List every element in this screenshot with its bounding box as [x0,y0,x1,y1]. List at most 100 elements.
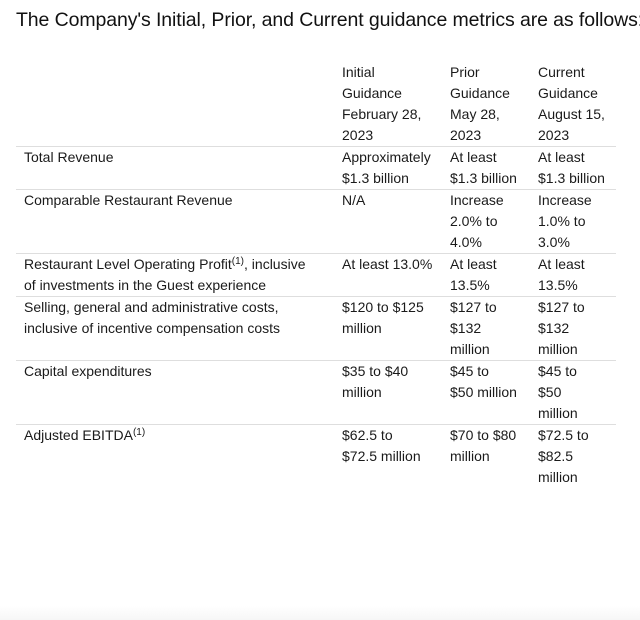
value-text: $127 to [450,299,497,315]
value-text: 13.5% [538,277,578,293]
value-text: $127 to [538,299,585,315]
value-text: $35 to $40 [342,363,409,379]
value-text: At least [538,256,585,272]
metric-text: Restaurant Level Operating Profit(1), in… [24,254,342,275]
value-text: 4.0% [450,234,482,250]
value-text: Increase [538,192,592,208]
value-text: million [538,341,578,357]
metric-text: inclusive of incentive compensation cost… [24,320,281,336]
metric-text: Capital expenditures [24,363,152,379]
value-text: $1.3 billion [450,170,517,186]
value-text: N/A [342,192,366,208]
current-value: At least 13.5% [538,253,616,297]
metric-text-suffix: , inclusive [244,256,306,272]
value-text: 13.5% [450,277,490,293]
value-text: $82.5 [538,448,574,464]
header-text: Guidance [538,85,598,101]
initial-value: N/A [342,189,450,254]
value-text: 2.0% to [450,213,498,229]
initial-value: $35 to $40 million [342,360,450,425]
current-value: $127 to $132 million [538,296,616,361]
table-row-total-revenue: Total Revenue Approximately $1.3 billion… [16,146,616,190]
value-text: million [538,469,578,485]
initial-value: $120 to $125 million [342,296,450,361]
table-row-restaurant-level-operating-profit: Restaurant Level Operating Profit(1), in… [16,253,616,297]
value-text: million [450,448,490,464]
prior-value: Increase 2.0% to 4.0% [450,189,538,254]
metric-text-main: Adjusted EBITDA [24,427,133,443]
metric-label: Selling, general and administrative cost… [16,296,342,361]
metric-label: Total Revenue [16,146,342,190]
value-text: $72.5 to [538,427,589,443]
current-value: $72.5 to $82.5 million [538,425,616,489]
metric-label: Adjusted EBITDA(1) [16,425,342,489]
metric-text: Comparable Restaurant Revenue [24,192,233,208]
bottom-fade [0,606,640,620]
value-text: Increase [450,192,504,208]
header-year: 2023 [450,127,482,143]
value-text: At least [538,149,585,165]
header-date: February 28, [342,106,422,122]
value-text: At least 13.0% [342,256,433,272]
header-text: Initial [342,64,375,80]
header-text: Guidance [450,85,510,101]
footnote-marker: (1) [132,427,146,438]
header-metric-blank [16,62,342,147]
value-text: At least [450,256,497,272]
value-text: 3.0% [538,234,570,250]
header-text: Prior [450,64,480,80]
current-value: Increase 1.0% to 3.0% [538,189,616,254]
metric-label: Capital expenditures [16,360,342,425]
value-text: $50 million [450,384,517,400]
value-text: $45 to [538,363,577,379]
value-text: $72.5 million [342,448,421,464]
footnote-marker: (1) [231,256,245,267]
value-text: $132 [450,320,482,336]
value-text: At least [450,149,497,165]
initial-value: At least 13.0% [342,253,450,297]
value-text: $120 to $125 [342,299,424,315]
metric-label: Restaurant Level Operating Profit(1), in… [16,253,342,297]
current-value: $45 to $50 million [538,360,616,425]
value-text: $1.3 billion [538,170,605,186]
value-text: million [450,341,490,357]
table-row-sga-costs: Selling, general and administrative cost… [16,296,616,361]
initial-value: $62.5 to $72.5 million [342,425,450,489]
table-row-capital-expenditures: Capital expenditures $35 to $40 million … [16,360,616,425]
header-current-guidance: Current Guidance August 15, 2023 [538,62,616,147]
value-text: $50 [538,384,562,400]
value-text: million [342,320,382,336]
value-text: $1.3 billion [342,170,409,186]
header-year: 2023 [342,127,374,143]
value-text: million [538,405,578,421]
header-date: August 15, [538,106,605,122]
table-header-row: Initial Guidance February 28, 2023 Prior… [16,62,616,147]
value-text: million [342,384,382,400]
value-text: $132 [538,320,570,336]
header-date: May 28, [450,106,500,122]
metric-text: Total Revenue [24,149,114,165]
header-text: Guidance [342,85,402,101]
header-prior-guidance: Prior Guidance May 28, 2023 [450,62,538,147]
prior-value: $45 to $50 million [450,360,538,425]
prior-value: At least $1.3 billion [450,146,538,190]
value-text: $45 to [450,363,489,379]
value-text: $62.5 to [342,427,393,443]
page-title: The Company's Initial, Prior, and Curren… [16,9,640,31]
guidance-table: Initial Guidance February 28, 2023 Prior… [16,62,616,488]
value-text: Approximately [342,149,431,165]
header-year: 2023 [538,127,570,143]
prior-value: At least 13.5% [450,253,538,297]
table-row-adjusted-ebitda: Adjusted EBITDA(1) $62.5 to $72.5 millio… [16,425,616,489]
current-value: At least $1.3 billion [538,146,616,190]
metric-text: Adjusted EBITDA(1) [24,425,342,446]
initial-value: Approximately $1.3 billion [342,146,450,190]
value-text: $70 to $80 [450,427,517,443]
metric-label: Comparable Restaurant Revenue [16,189,342,254]
header-text: Current [538,64,585,80]
prior-value: $70 to $80 million [450,425,538,489]
metric-text: of investments in the Guest experience [24,277,267,293]
metric-text: Selling, general and administrative cost… [24,299,279,315]
prior-value: $127 to $132 million [450,296,538,361]
header-initial-guidance: Initial Guidance February 28, 2023 [342,62,450,147]
